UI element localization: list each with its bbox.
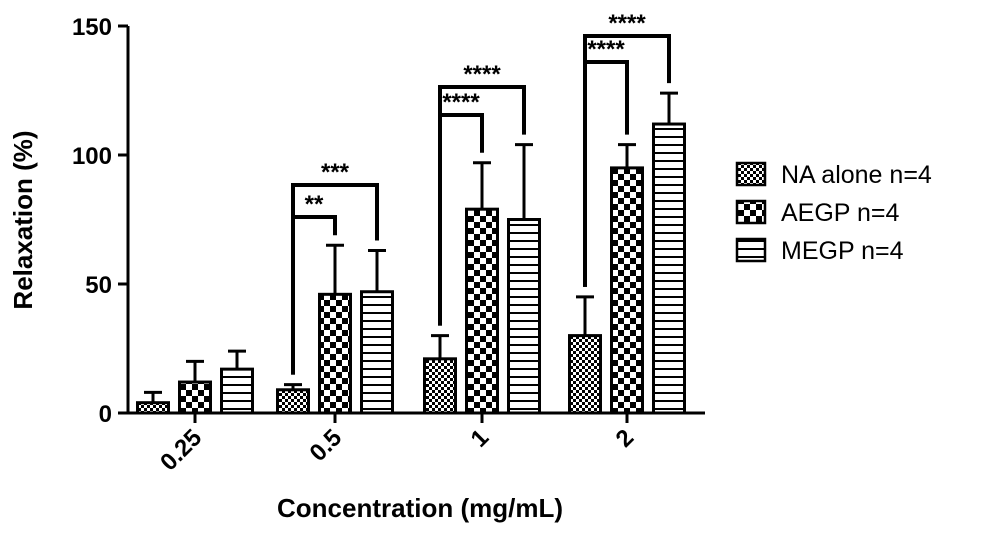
y-axis-ticks: 0 50 100 150 (72, 14, 128, 428)
legend-label: NA alone n=4 (781, 161, 932, 189)
bar (178, 380, 212, 415)
bars (136, 122, 686, 415)
significance-label: **** (587, 36, 625, 63)
significance-bracket (291, 183, 379, 375)
y-tick-label: 0 (99, 401, 112, 428)
significance-bracket (438, 85, 526, 326)
legend-swatch (735, 237, 767, 263)
significance-label: **** (442, 89, 480, 116)
x-tick-label: 2 (611, 424, 640, 453)
y-tick-label: 150 (72, 14, 112, 41)
significance-label: *** (321, 159, 350, 186)
bar (610, 166, 644, 415)
x-tick-label: 1 (466, 424, 495, 453)
legend-swatch (735, 199, 767, 225)
bar (423, 357, 457, 415)
x-tick-label: 0.25 (155, 424, 207, 476)
y-tick-label: 50 (85, 272, 112, 299)
bar (568, 334, 602, 415)
bar (318, 292, 352, 415)
bar (507, 218, 541, 415)
bar (220, 367, 254, 415)
bar (465, 207, 499, 415)
legend-swatch (735, 161, 767, 187)
significance-label: **** (463, 61, 501, 88)
bar (136, 401, 170, 415)
legend: NA alone n=4 AEGP n=4 MEGP n=4 (735, 161, 932, 265)
legend-label: AEGP n=4 (781, 199, 899, 227)
x-axis-title: Concentration (mg/mL) (277, 493, 563, 523)
significance-label: ** (305, 191, 324, 218)
x-axis-ticks: 0.25 0.5 1 2 (155, 413, 639, 476)
y-tick-label: 100 (72, 143, 112, 170)
bar (652, 122, 686, 415)
y-axis-title: Relaxation (%) (8, 130, 38, 309)
significance-label: **** (608, 10, 646, 37)
significance-brackets: ********************* (291, 10, 671, 375)
error-bars (144, 91, 678, 403)
significance-bracket (583, 34, 671, 287)
legend-label: MEGP n=4 (781, 237, 904, 265)
x-tick-label: 0.5 (305, 424, 348, 467)
bar (360, 290, 394, 415)
bar (276, 388, 310, 415)
